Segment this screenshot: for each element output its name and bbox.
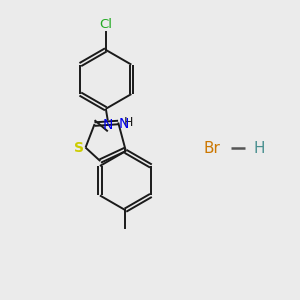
Text: N: N bbox=[103, 118, 113, 133]
Text: N: N bbox=[119, 118, 129, 131]
Text: Br: Br bbox=[204, 140, 221, 155]
Text: H: H bbox=[253, 140, 265, 155]
Text: S: S bbox=[74, 141, 84, 154]
Text: Cl: Cl bbox=[99, 18, 112, 31]
Text: H: H bbox=[124, 116, 133, 129]
